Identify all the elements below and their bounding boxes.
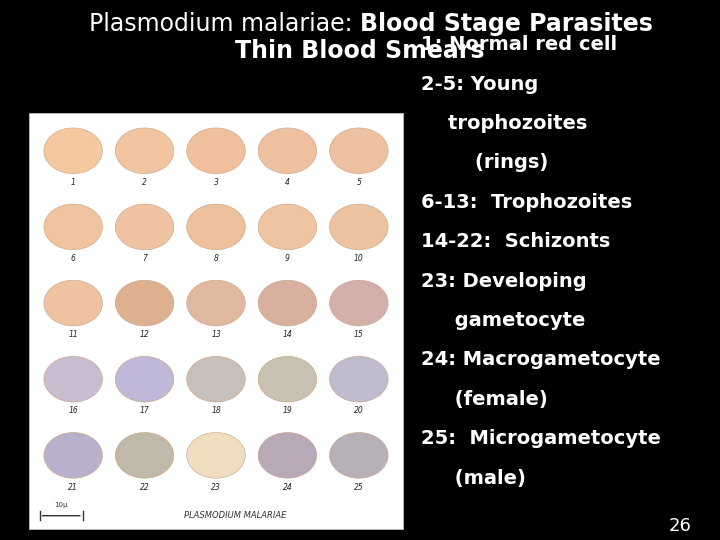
Ellipse shape xyxy=(115,433,174,478)
Text: 26: 26 xyxy=(668,517,691,535)
Text: 14: 14 xyxy=(282,330,292,339)
Ellipse shape xyxy=(44,128,102,174)
Ellipse shape xyxy=(186,280,246,326)
Text: 4: 4 xyxy=(285,178,290,187)
Text: 25: 25 xyxy=(354,483,364,491)
Text: (female): (female) xyxy=(421,390,548,409)
Text: 21: 21 xyxy=(68,483,78,491)
Text: 18: 18 xyxy=(211,407,221,415)
Text: (rings): (rings) xyxy=(421,153,549,172)
Text: 17: 17 xyxy=(140,407,150,415)
Text: 10μ: 10μ xyxy=(55,502,68,508)
Text: 23: 23 xyxy=(211,483,221,491)
Ellipse shape xyxy=(330,433,388,478)
Text: 11: 11 xyxy=(68,330,78,339)
Text: Blood Stage Parasites: Blood Stage Parasites xyxy=(360,12,653,36)
Text: 13: 13 xyxy=(211,330,221,339)
Ellipse shape xyxy=(186,128,246,174)
Ellipse shape xyxy=(258,280,317,326)
Text: 14-22:  Schizonts: 14-22: Schizonts xyxy=(421,232,611,251)
Text: (male): (male) xyxy=(421,469,526,488)
Text: Plasmodium malariae:: Plasmodium malariae: xyxy=(89,12,360,36)
Text: gametocyte: gametocyte xyxy=(421,311,585,330)
Text: 10: 10 xyxy=(354,254,364,263)
Ellipse shape xyxy=(186,204,246,250)
Text: trophozoites: trophozoites xyxy=(421,114,588,133)
Text: 16: 16 xyxy=(68,407,78,415)
Text: 12: 12 xyxy=(140,330,150,339)
Ellipse shape xyxy=(330,280,388,326)
Ellipse shape xyxy=(44,280,102,326)
Text: 19: 19 xyxy=(282,407,292,415)
Text: 1: 1 xyxy=(71,178,76,187)
Ellipse shape xyxy=(330,356,388,402)
Text: 15: 15 xyxy=(354,330,364,339)
Ellipse shape xyxy=(115,128,174,174)
Text: 5: 5 xyxy=(356,178,361,187)
Text: 25:  Microgametocyte: 25: Microgametocyte xyxy=(421,429,661,448)
Ellipse shape xyxy=(258,433,317,478)
Text: 6-13:  Trophozoites: 6-13: Trophozoites xyxy=(421,193,632,212)
Ellipse shape xyxy=(44,433,102,478)
Text: Thin Blood Smears: Thin Blood Smears xyxy=(235,39,485,63)
Text: 8: 8 xyxy=(214,254,218,263)
Text: 20: 20 xyxy=(354,407,364,415)
FancyBboxPatch shape xyxy=(29,113,403,529)
Ellipse shape xyxy=(330,204,388,250)
Text: 24: 24 xyxy=(282,483,292,491)
Text: PLASMODIUM MALARIAE: PLASMODIUM MALARIAE xyxy=(184,511,286,520)
Text: 2-5: Young: 2-5: Young xyxy=(421,75,539,93)
Text: 23: Developing: 23: Developing xyxy=(421,272,587,291)
Text: 3: 3 xyxy=(214,178,218,187)
Ellipse shape xyxy=(258,356,317,402)
Text: 7: 7 xyxy=(142,254,147,263)
Text: 24: Macrogametocyte: 24: Macrogametocyte xyxy=(421,350,661,369)
Text: 6: 6 xyxy=(71,254,76,263)
Ellipse shape xyxy=(115,356,174,402)
Text: 22: 22 xyxy=(140,483,150,491)
Ellipse shape xyxy=(258,128,317,174)
Ellipse shape xyxy=(44,204,102,250)
Text: 9: 9 xyxy=(285,254,290,263)
Ellipse shape xyxy=(115,204,174,250)
Ellipse shape xyxy=(330,128,388,174)
Text: 2: 2 xyxy=(142,178,147,187)
Text: 1: Normal red cell: 1: Normal red cell xyxy=(421,35,617,54)
Ellipse shape xyxy=(44,356,102,402)
Ellipse shape xyxy=(258,204,317,250)
Ellipse shape xyxy=(115,280,174,326)
Ellipse shape xyxy=(186,356,246,402)
Ellipse shape xyxy=(186,433,246,478)
